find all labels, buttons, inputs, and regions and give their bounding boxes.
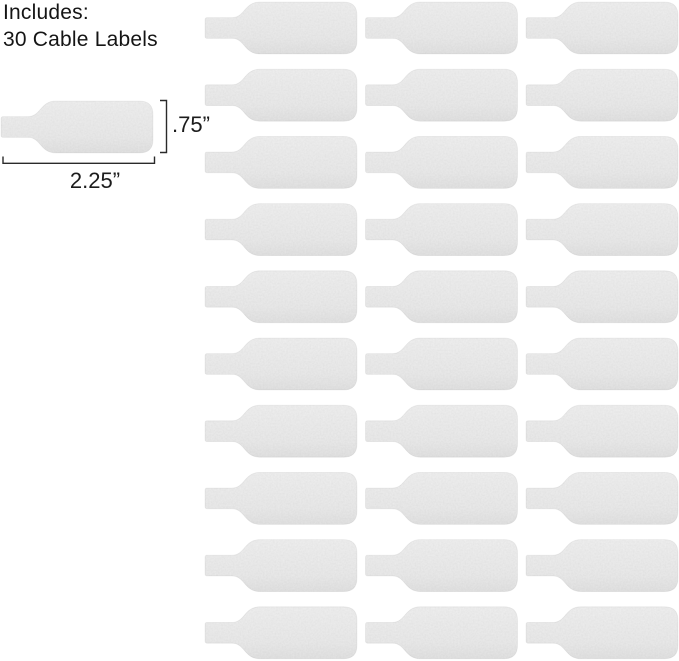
width-dimension-line — [2, 156, 156, 164]
cable-label — [365, 203, 518, 257]
cable-label — [525, 203, 679, 257]
cable-label — [204, 1, 358, 55]
cable-label — [365, 68, 518, 122]
includes-line: Includes: — [3, 1, 89, 24]
cable-label — [204, 68, 358, 122]
height-dimension-bracket — [160, 99, 168, 154]
cable-label — [204, 337, 358, 391]
cable-label — [204, 404, 358, 458]
cable-label — [204, 270, 358, 324]
cable-label — [525, 539, 679, 592]
cable-label — [365, 1, 518, 55]
cable-label — [525, 1, 679, 55]
sample-cable-label — [0, 100, 154, 154]
cable-label — [525, 270, 679, 324]
cable-label — [365, 539, 518, 592]
cable-label — [365, 606, 518, 660]
cable-label — [525, 135, 679, 189]
cable-label — [525, 68, 679, 122]
cable-label — [204, 203, 358, 257]
cable-label — [204, 539, 358, 592]
height-dimension-label: .75” — [172, 112, 210, 137]
labels-grid — [204, 1, 679, 660]
cable-label — [525, 471, 679, 525]
includes-count-line: 30 Cable Labels — [3, 28, 158, 51]
cable-label — [365, 270, 518, 324]
cable-label — [365, 337, 518, 391]
cable-label — [204, 135, 358, 189]
cable-label — [525, 404, 679, 458]
includes-heading: Includes: 30 Cable Labels — [3, 0, 158, 53]
cable-label — [525, 337, 679, 391]
cable-label — [365, 471, 518, 525]
cable-label — [204, 471, 358, 525]
cable-label — [525, 606, 679, 660]
cable-label — [365, 404, 518, 458]
cable-label — [365, 135, 518, 189]
cable-label — [204, 606, 358, 660]
width-dimension-label: 2.25” — [69, 168, 121, 193]
